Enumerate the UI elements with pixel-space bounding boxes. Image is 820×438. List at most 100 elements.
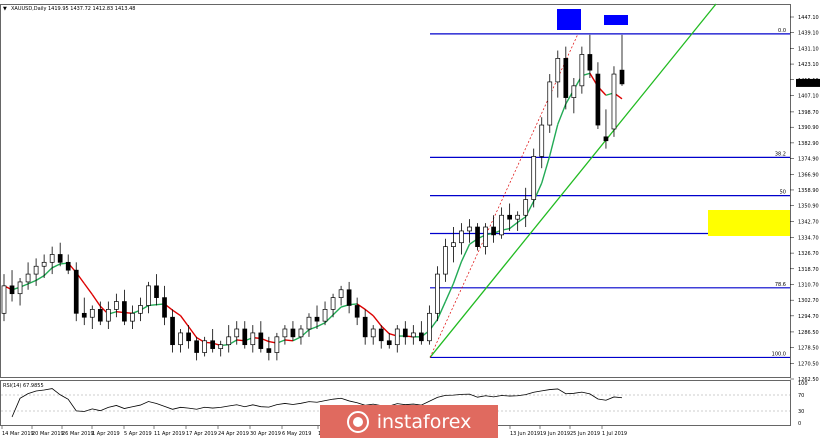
header-marker: ▼	[3, 6, 7, 12]
candle-body	[9, 285, 15, 295]
ma-segment	[35, 275, 45, 281]
candle-body	[274, 336, 280, 353]
candle-body	[314, 316, 320, 322]
ma-segment	[436, 301, 447, 320]
candle-body	[491, 226, 496, 236]
candle	[17, 278, 23, 306]
candle-body	[362, 316, 368, 338]
candle	[162, 285, 167, 326]
candle	[330, 293, 336, 318]
candle-body	[435, 273, 440, 314]
candle	[443, 238, 448, 282]
candle	[507, 203, 512, 231]
candle-body	[97, 309, 103, 322]
candle-body	[603, 136, 609, 142]
candle-body	[507, 214, 512, 220]
ma-segment	[51, 263, 61, 269]
candle-body	[194, 340, 199, 353]
blue-marker-bar	[604, 15, 628, 25]
candle	[515, 211, 521, 231]
candle	[354, 297, 360, 326]
ma-segment	[517, 216, 527, 223]
candle	[154, 274, 159, 306]
candle-body	[250, 332, 256, 346]
ma-segment	[460, 243, 471, 262]
candle	[282, 325, 288, 345]
candle-body	[595, 73, 601, 126]
candle-body	[146, 285, 151, 306]
candle	[258, 321, 264, 353]
candle-body	[162, 297, 167, 318]
candle	[619, 34, 625, 86]
ma-segment	[557, 103, 567, 125]
price-tick-label: 1374.90	[798, 157, 819, 163]
candle	[122, 289, 127, 326]
price-tick-label: 1262.50	[798, 377, 819, 383]
rsi-axis-label: 100	[798, 381, 808, 387]
price-tick-label: 1407.10	[798, 93, 819, 99]
candle	[410, 325, 416, 345]
candle	[378, 325, 384, 349]
ma-segment	[83, 283, 93, 295]
fib-label: 38.2	[775, 151, 786, 157]
candle	[314, 305, 320, 329]
date-tick-label: 25 Jun 2019	[570, 431, 600, 437]
candle-body	[130, 312, 135, 322]
ma-segment	[372, 315, 382, 327]
price-tick-label: 1310.70	[798, 282, 819, 288]
yellow-highlight	[708, 210, 790, 236]
candle-body	[523, 199, 529, 216]
candle-body	[57, 254, 63, 263]
candle-body	[539, 124, 545, 157]
candle	[338, 285, 344, 306]
ma-segment	[541, 155, 551, 184]
candle-body	[419, 332, 424, 342]
candle-body	[427, 312, 432, 342]
ma-segment	[284, 339, 294, 342]
candle-body	[41, 261, 47, 267]
candle-body	[354, 305, 360, 318]
candle	[435, 266, 440, 322]
fib-label: 100.0	[772, 351, 786, 357]
candle-body	[242, 328, 248, 346]
candle	[186, 325, 191, 349]
ma-segment	[364, 308, 374, 317]
price-tick-label: 1423.10	[798, 62, 819, 68]
candle	[178, 328, 183, 353]
rsi-axis-label: 30	[798, 409, 804, 415]
ma-segment	[452, 261, 463, 284]
candle	[266, 336, 272, 361]
candle	[419, 321, 424, 345]
date-tick-label: 1 Apr 2019	[92, 431, 120, 437]
candle	[547, 74, 553, 133]
candle	[386, 332, 392, 349]
instaforex-logo-text: instaforex	[376, 410, 472, 433]
candle-body	[202, 340, 207, 353]
candle	[33, 258, 39, 286]
candle	[1, 274, 7, 322]
date-tick-label: 17 Apr 2019	[186, 431, 217, 437]
price-tick-label: 1270.50	[798, 361, 819, 367]
candle	[603, 109, 609, 149]
candle	[402, 321, 408, 345]
ma-segment	[332, 306, 342, 316]
candle-body	[443, 246, 448, 275]
candles	[1, 34, 625, 361]
candle-body	[619, 69, 625, 85]
candle-body	[266, 348, 272, 353]
ma-segment	[91, 294, 101, 307]
header-ohlc: 1419.95 1437.72 1412.83 1413.48	[48, 6, 135, 12]
candle	[210, 328, 216, 353]
candle	[595, 62, 601, 129]
instaforex-logo-icon	[346, 410, 369, 433]
ma-segment	[180, 315, 190, 328]
price-tick-label: 1431.10	[798, 46, 819, 52]
candle-body	[258, 332, 264, 349]
top-markers	[557, 9, 628, 30]
candle-body	[65, 261, 71, 271]
candle	[362, 309, 368, 345]
candle-body	[122, 301, 127, 322]
